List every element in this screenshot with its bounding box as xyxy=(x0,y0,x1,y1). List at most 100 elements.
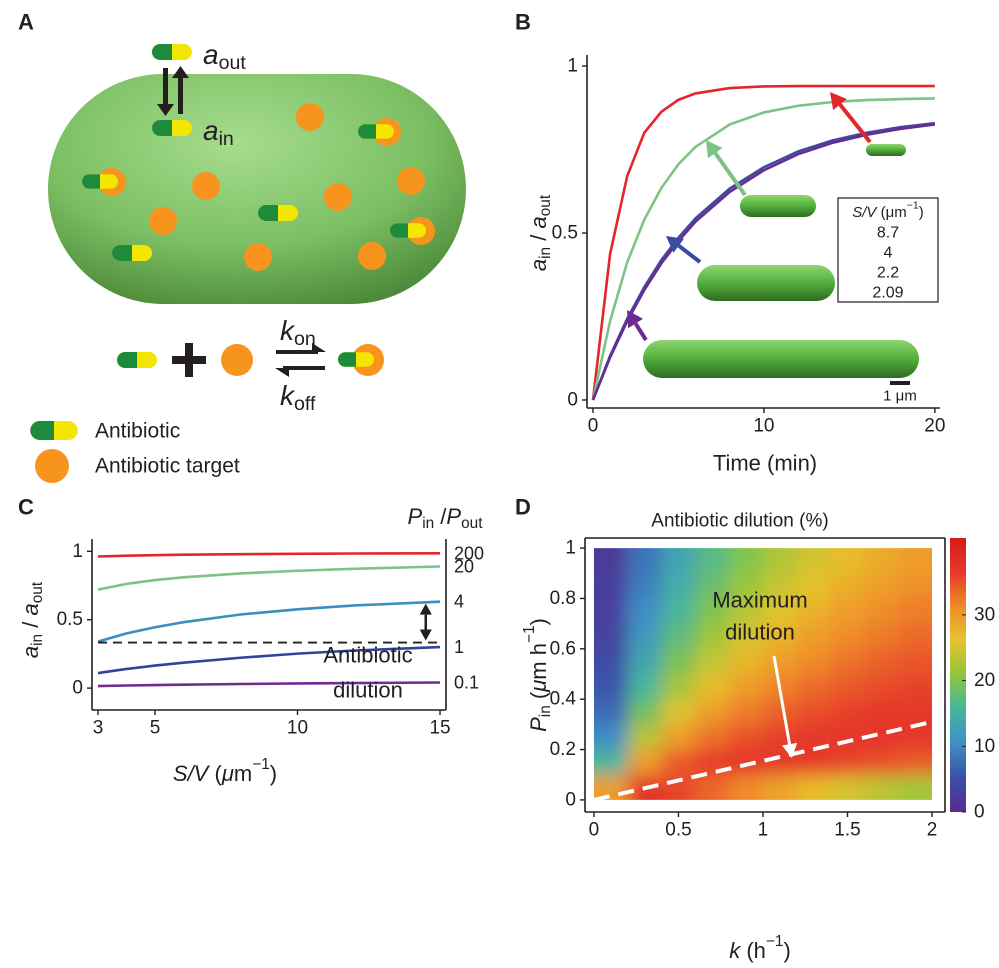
heatmap-cell xyxy=(628,573,662,599)
heatmap-cell xyxy=(570,598,628,624)
heatmap-cell xyxy=(797,524,831,574)
target-icon xyxy=(221,344,253,376)
heatmap-cell xyxy=(831,649,865,675)
pointer-arrow-head xyxy=(706,140,722,158)
heatmap-cell xyxy=(831,724,865,750)
k-on-label: kon xyxy=(280,315,316,350)
heatmap-cell xyxy=(695,699,729,725)
text-part: a xyxy=(18,646,43,658)
text-part: a xyxy=(203,39,219,70)
legend-label: Antibiotic xyxy=(95,420,180,443)
text-part: S/V xyxy=(173,761,211,786)
heatmap-cell xyxy=(797,699,831,725)
pill-icon xyxy=(82,174,118,188)
text-part: P xyxy=(408,504,423,529)
y-tick-label: 1 xyxy=(567,56,578,77)
y-tick-label: 1 xyxy=(565,538,576,559)
x-tick-label: 2 xyxy=(927,820,938,841)
x-tick-label: 1.5 xyxy=(834,820,860,841)
y-tick-label: 0.5 xyxy=(57,609,83,630)
text-part: a xyxy=(203,115,219,146)
heatmap-cell xyxy=(628,624,662,650)
text-part: μ xyxy=(526,680,551,693)
text-part: ) xyxy=(526,618,551,625)
series-line xyxy=(98,602,440,642)
text-part: P xyxy=(526,717,551,732)
heatmap-cell xyxy=(831,524,865,574)
heatmap-cell xyxy=(864,624,898,650)
series-label: 4 xyxy=(454,592,464,612)
text-part: / xyxy=(434,504,447,529)
text-part: −1 xyxy=(907,200,919,212)
text-part: (h xyxy=(740,938,766,963)
heatmap-cell xyxy=(864,775,898,825)
text-part: P xyxy=(446,504,461,529)
text-part: ) xyxy=(270,761,277,786)
heatmap xyxy=(570,524,957,824)
x-tick-label: 3 xyxy=(93,718,104,739)
heatmap-cell xyxy=(570,724,628,750)
x-tick-label: 10 xyxy=(287,718,308,739)
heatmap-cell xyxy=(763,524,797,574)
pointer-arrow xyxy=(679,246,700,262)
heatmap-cell xyxy=(864,524,898,574)
heatmap-cell xyxy=(797,649,831,675)
pill-icon xyxy=(258,205,298,221)
heatmap-cell xyxy=(898,699,956,725)
plus xyxy=(172,343,206,377)
heatmap-cell xyxy=(898,674,956,700)
heatmap-cell xyxy=(628,724,662,750)
heatmap-cells xyxy=(570,524,957,824)
right-title: Pin /Pout xyxy=(408,504,484,532)
heatmap-cell xyxy=(729,750,763,776)
x-tick-label: 5 xyxy=(150,718,161,739)
text-part: out xyxy=(29,581,46,603)
heatmap-cell xyxy=(662,598,696,624)
text-part: / xyxy=(526,229,551,247)
text-part: a xyxy=(18,603,43,615)
y-axis-label: ain / aout xyxy=(18,581,46,658)
x-axis-label: Time (min) xyxy=(713,451,817,476)
heatmap-cell xyxy=(763,775,797,825)
panel-label: A xyxy=(18,10,34,35)
heatmap-cell xyxy=(898,724,956,750)
colorbar-tick-label: 0 xyxy=(974,802,985,823)
heatmap-cell xyxy=(898,524,956,574)
text-part: −1 xyxy=(766,932,784,949)
heatmap-cell xyxy=(898,598,956,624)
legend-entry: 2.09 xyxy=(872,285,903,302)
heatmap-cell xyxy=(729,699,763,725)
heatmap-cell xyxy=(662,724,696,750)
heatmap-cell xyxy=(729,775,763,825)
heatmap-cell xyxy=(831,598,865,624)
diagram-a xyxy=(30,44,466,483)
series-label: 0.1 xyxy=(454,673,479,693)
text-part: ) xyxy=(919,204,924,221)
series-label: 20 xyxy=(454,556,474,576)
dilution-arrow-head xyxy=(420,604,432,615)
heatmap-cell xyxy=(662,750,696,776)
legend-label: Antibiotic target xyxy=(95,455,240,478)
heatmap-cell xyxy=(662,674,696,700)
y-tick-label: 0.2 xyxy=(550,739,576,760)
scale-bar xyxy=(890,381,910,385)
pill-icon xyxy=(358,124,394,138)
heatmap-cell xyxy=(898,649,956,675)
text-part: S/V xyxy=(852,204,878,221)
heatmap-cell xyxy=(662,573,696,599)
heatmap-cell xyxy=(729,724,763,750)
x-axis-label: k (h−1) xyxy=(729,932,791,962)
heatmap-cell xyxy=(570,750,628,776)
text-part: in xyxy=(29,634,46,646)
x-tick-label: 0.5 xyxy=(665,820,691,841)
panel-label: C xyxy=(18,495,34,520)
pill-icon xyxy=(338,352,374,366)
page: AaoutainkonkoffAntibioticAntibiotic targ… xyxy=(0,0,999,968)
y-tick-label: 0.8 xyxy=(550,588,576,609)
heatmap-cell xyxy=(864,598,898,624)
legend-entry: 4 xyxy=(884,245,893,262)
heatmap-cell xyxy=(570,674,628,700)
heatmap-cell xyxy=(570,573,628,599)
x-tick-label: 15 xyxy=(429,718,450,739)
heatmap-cell xyxy=(864,699,898,725)
